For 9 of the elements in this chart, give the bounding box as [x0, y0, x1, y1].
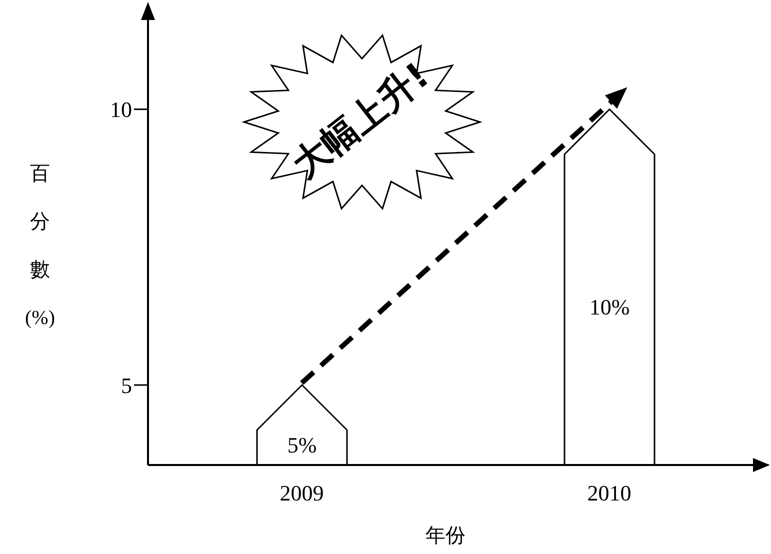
- x-tick-label: 2009: [280, 480, 324, 506]
- y-tick-label: 5: [121, 372, 132, 398]
- data-label: 5%: [287, 432, 317, 458]
- text: 百分數(%): [25, 163, 55, 329]
- x-axis-title: 年份: [426, 525, 466, 547]
- x-tick-label: 2010: [587, 480, 632, 506]
- data-label: 10%: [589, 294, 630, 320]
- annotation: 大幅上升!: [285, 55, 437, 186]
- y-tick-label: 10: [110, 97, 132, 122]
